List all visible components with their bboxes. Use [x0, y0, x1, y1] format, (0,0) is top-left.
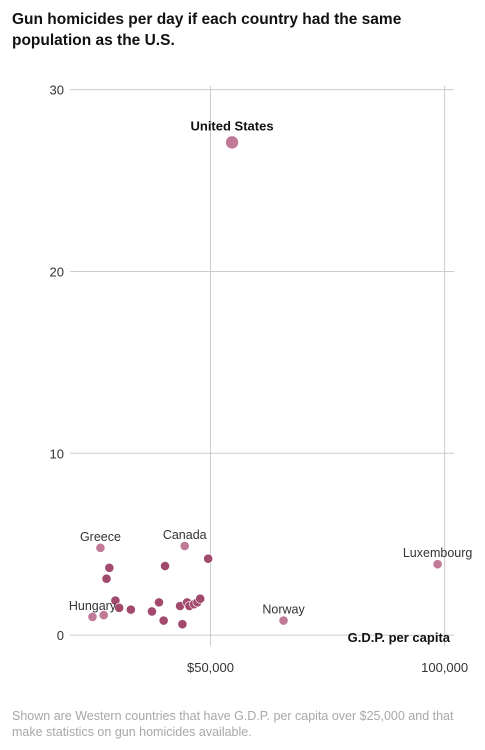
- point-label-luxembourg: Luxembourg: [403, 546, 473, 560]
- data-point: [114, 602, 125, 613]
- data-point: [104, 562, 115, 573]
- chart-title: Gun homicides per day if each country ha…: [12, 11, 402, 49]
- data-point: [154, 597, 164, 608]
- data-point-hungary: [87, 612, 98, 622]
- data-point: [158, 615, 169, 626]
- point-label-united-states: United States: [190, 118, 273, 133]
- point-labels: United States Greece Canada Hungary Norway Lu…: [69, 118, 473, 616]
- data-point-canada: [179, 541, 190, 551]
- point-label-norway: Norway: [262, 603, 305, 617]
- data-points: [87, 135, 443, 630]
- point-label-hungary: Hungary: [69, 599, 117, 613]
- data-point: [177, 619, 188, 630]
- data-point: [147, 606, 157, 617]
- y-tick-label: 0: [57, 628, 64, 643]
- y-tick-label: 20: [50, 264, 64, 279]
- axis-ticks: 0 10 20 30 $50,000 100,000: [50, 83, 469, 675]
- point-label-canada: Canada: [163, 528, 207, 542]
- data-point: [203, 553, 214, 564]
- grid-lines: [70, 86, 454, 646]
- x-tick-label: $50,000: [187, 660, 234, 675]
- data-point: [101, 573, 112, 584]
- data-point-norway: [278, 615, 289, 626]
- y-tick-label: 30: [50, 83, 64, 98]
- data-point: [98, 610, 109, 620]
- point-label-greece: Greece: [80, 530, 121, 544]
- data-point-united-states: [225, 135, 239, 150]
- data-point: [160, 561, 170, 571]
- source-note: Shown are Western countries that have G.…: [12, 709, 454, 739]
- data-point: [125, 604, 136, 615]
- x-axis-title: G.D.P. per capita: [348, 630, 451, 645]
- y-tick-label: 10: [50, 446, 64, 461]
- data-point: [195, 593, 206, 604]
- data-point-luxembourg: [432, 559, 443, 570]
- data-point-greece: [95, 542, 106, 553]
- x-tick-label: 100,000: [421, 660, 468, 675]
